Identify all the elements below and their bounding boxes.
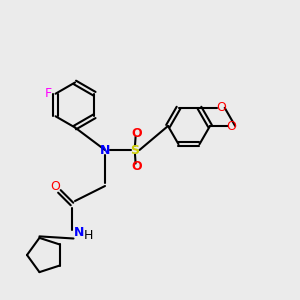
Text: S: S	[130, 143, 140, 157]
Text: N: N	[74, 226, 84, 239]
Text: O: O	[227, 119, 236, 133]
Text: H: H	[84, 229, 93, 242]
Text: O: O	[216, 101, 226, 114]
Text: O: O	[51, 179, 60, 193]
Text: O: O	[131, 127, 142, 140]
Text: O: O	[131, 160, 142, 173]
Text: F: F	[45, 87, 52, 100]
Text: N: N	[100, 143, 110, 157]
